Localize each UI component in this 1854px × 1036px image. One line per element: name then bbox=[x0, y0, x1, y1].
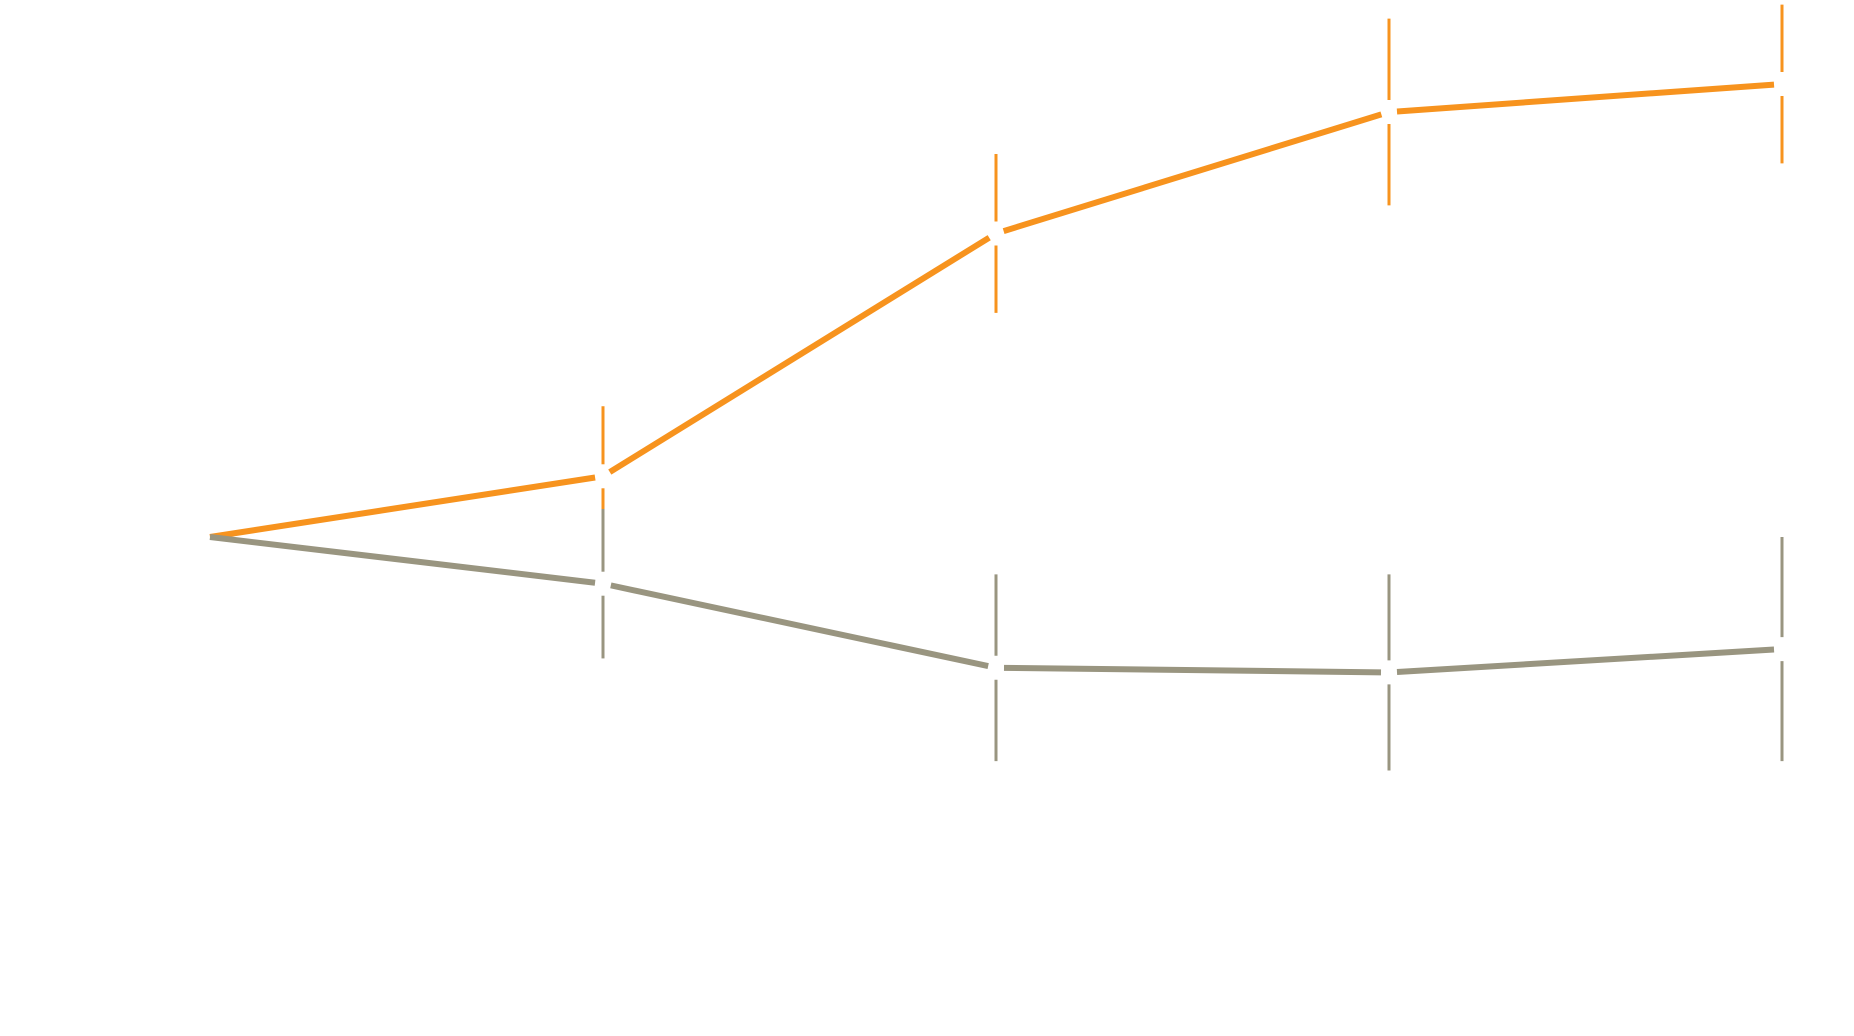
series-layer bbox=[209, 4, 1788, 771]
line-segment bbox=[1396, 81, 1775, 115]
data-point bbox=[1383, 666, 1395, 679]
data-point bbox=[1383, 106, 1395, 119]
line-segment bbox=[209, 474, 596, 540]
data-point bbox=[1776, 78, 1788, 91]
line-segment bbox=[608, 235, 991, 475]
data-point bbox=[1776, 643, 1788, 656]
line-segment bbox=[1396, 646, 1775, 675]
line-segment bbox=[610, 582, 989, 670]
data-point bbox=[597, 470, 609, 483]
line-segment bbox=[1003, 664, 1382, 676]
data-point bbox=[597, 577, 609, 590]
series-1 bbox=[209, 508, 1788, 771]
line-segment bbox=[209, 534, 596, 586]
series-0 bbox=[209, 4, 1788, 547]
line-segment bbox=[1002, 111, 1383, 234]
data-point bbox=[990, 227, 1002, 240]
data-point bbox=[990, 661, 1002, 674]
